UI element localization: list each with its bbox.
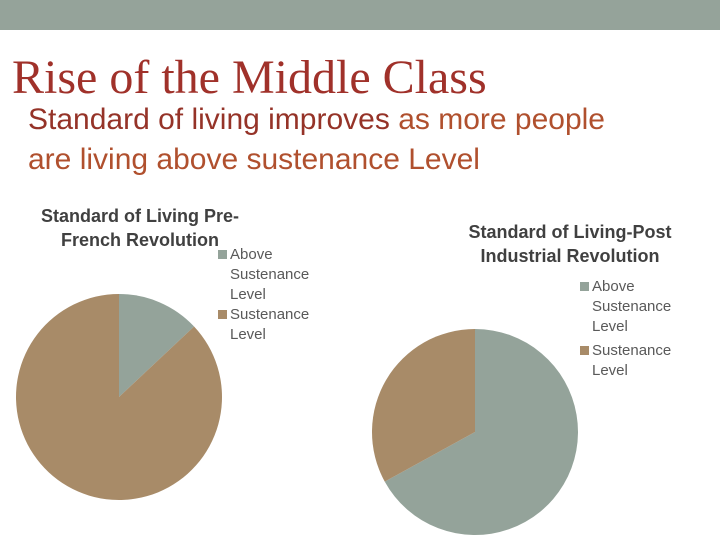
subtitle-highlight: Standard of living improves [28,103,390,136]
chart-2-legend-above-line-1: Above [592,278,635,295]
chart-2-title-line-2: Industrial Revolution [480,246,659,266]
chart-2-legend-sustenance-line-1: Sustenance [592,342,671,359]
pie-chart-post-industrial-revolution: Standard of Living-Post Industrial Revol… [371,222,672,535]
top-band [0,0,720,30]
chart-1-legend-swatch-sustenance [218,310,227,319]
chart-2-legend-swatch-sustenance [580,346,589,355]
chart-1-legend-swatch-above [218,250,227,259]
chart-1-legend-above-line-1: Above [230,246,273,263]
chart-1-slice-sustenance [15,294,222,501]
chart-1-legend-above-line-2: Sustenance [230,266,309,283]
chart-1-legend-sustenance-line-2: Level [230,326,266,343]
chart-2-title-line-1: Standard of Living-Post [468,222,671,242]
chart-1-title-line-1: Standard of Living Pre- [41,206,239,226]
subtitle-rest: as more people are living above sustenan… [28,103,605,176]
slide-title: Rise of the Middle Class [12,51,487,104]
chart-1-legend-sustenance-line-1: Sustenance [230,306,309,323]
chart-1-title-line-2: French Revolution [61,230,219,250]
chart-2-slice-sustenance [371,329,475,482]
chart-1-legend-above-line-3: Level [230,286,266,303]
chart-2-legend-sustenance-line-2: Level [592,362,628,379]
chart-2-legend-swatch-above [580,282,589,291]
pie-chart-pre-french-revolution: Standard of Living Pre- French Revolutio… [15,206,309,501]
chart-2-slice-above-sustenance [384,329,578,535]
slide-subtitle: Standard of living improves as more peop… [28,100,628,180]
chart-2-legend-above-line-3: Level [592,318,628,335]
chart-1-slice-above-sustenance [119,294,195,397]
chart-2-legend-above-line-2: Sustenance [592,298,671,315]
